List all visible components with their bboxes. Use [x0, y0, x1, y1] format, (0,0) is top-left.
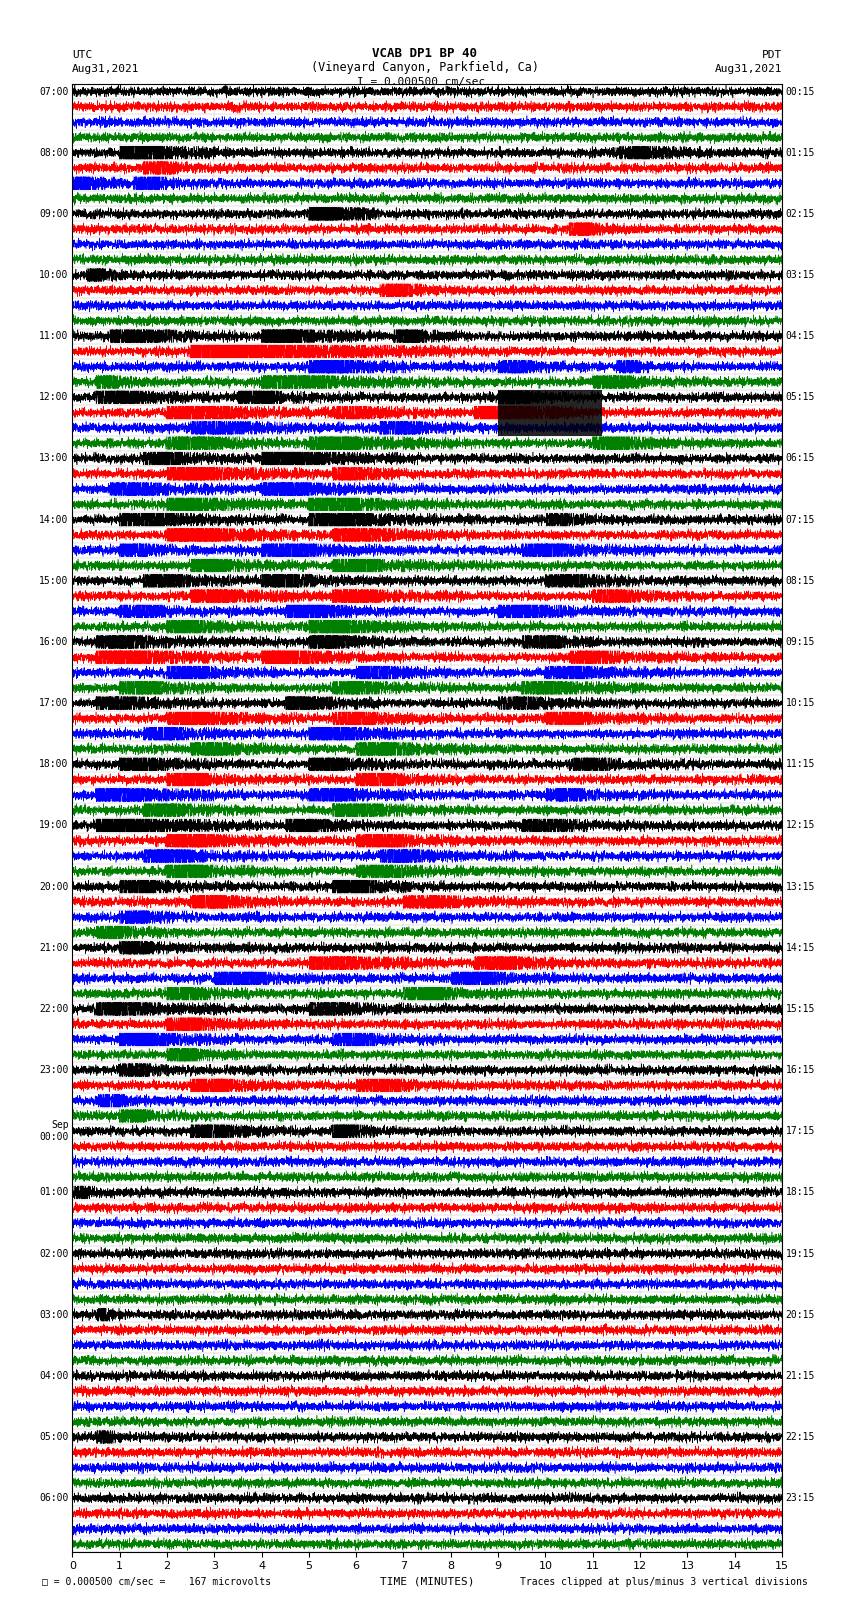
- Text: 17:00: 17:00: [39, 698, 69, 708]
- Text: PDT: PDT: [762, 50, 782, 60]
- Text: 22:15: 22:15: [785, 1432, 815, 1442]
- Text: 21:00: 21:00: [39, 942, 69, 953]
- Text: 00:15: 00:15: [785, 87, 815, 97]
- Text: 19:15: 19:15: [785, 1248, 815, 1258]
- Text: 21:15: 21:15: [785, 1371, 815, 1381]
- Text: Sep
00:00: Sep 00:00: [39, 1121, 69, 1142]
- Text: 13:15: 13:15: [785, 882, 815, 892]
- Text: 22:00: 22:00: [39, 1003, 69, 1015]
- Text: 03:15: 03:15: [785, 269, 815, 281]
- Text: Aug31,2021: Aug31,2021: [72, 65, 139, 74]
- Text: 17:15: 17:15: [785, 1126, 815, 1136]
- Text: 12:00: 12:00: [39, 392, 69, 402]
- Text: Aug31,2021: Aug31,2021: [715, 65, 782, 74]
- Text: 02:15: 02:15: [785, 208, 815, 219]
- Text: 06:00: 06:00: [39, 1494, 69, 1503]
- Text: 09:00: 09:00: [39, 208, 69, 219]
- Text: (Vineyard Canyon, Parkfield, Ca): (Vineyard Canyon, Parkfield, Ca): [311, 61, 539, 74]
- X-axis label: TIME (MINUTES): TIME (MINUTES): [380, 1578, 474, 1587]
- Text: 01:00: 01:00: [39, 1187, 69, 1197]
- Text: 05:15: 05:15: [785, 392, 815, 402]
- Text: 07:00: 07:00: [39, 87, 69, 97]
- Bar: [498, 390, 602, 436]
- Text: 05:00: 05:00: [39, 1432, 69, 1442]
- Text: 23:15: 23:15: [785, 1494, 815, 1503]
- Text: 15:15: 15:15: [785, 1003, 815, 1015]
- Text: 08:00: 08:00: [39, 148, 69, 158]
- Text: 18:00: 18:00: [39, 760, 69, 769]
- Text: 10:15: 10:15: [785, 698, 815, 708]
- Text: 14:00: 14:00: [39, 515, 69, 524]
- Text: 16:15: 16:15: [785, 1065, 815, 1076]
- Text: 03:00: 03:00: [39, 1310, 69, 1319]
- Text: 15:00: 15:00: [39, 576, 69, 586]
- Text: VCAB DP1 BP 40: VCAB DP1 BP 40: [372, 47, 478, 60]
- Text: 04:00: 04:00: [39, 1371, 69, 1381]
- Text: 13:00: 13:00: [39, 453, 69, 463]
- Text: 23:00: 23:00: [39, 1065, 69, 1076]
- Text: Traces clipped at plus/minus 3 vertical divisions: Traces clipped at plus/minus 3 vertical …: [519, 1578, 808, 1587]
- Text: 11:00: 11:00: [39, 331, 69, 342]
- Text: 02:00: 02:00: [39, 1248, 69, 1258]
- Text: □ = 0.000500 cm/sec =    167 microvolts: □ = 0.000500 cm/sec = 167 microvolts: [42, 1578, 272, 1587]
- Text: 18:15: 18:15: [785, 1187, 815, 1197]
- Text: 19:00: 19:00: [39, 821, 69, 831]
- Text: 11:15: 11:15: [785, 760, 815, 769]
- Text: UTC: UTC: [72, 50, 93, 60]
- Text: 10:00: 10:00: [39, 269, 69, 281]
- Text: 01:15: 01:15: [785, 148, 815, 158]
- Text: 12:15: 12:15: [785, 821, 815, 831]
- Text: 08:15: 08:15: [785, 576, 815, 586]
- Text: I = 0.000500 cm/sec: I = 0.000500 cm/sec: [357, 77, 485, 87]
- Text: 20:00: 20:00: [39, 882, 69, 892]
- Text: 06:15: 06:15: [785, 453, 815, 463]
- Text: 07:15: 07:15: [785, 515, 815, 524]
- Text: 04:15: 04:15: [785, 331, 815, 342]
- Text: 14:15: 14:15: [785, 942, 815, 953]
- Text: 09:15: 09:15: [785, 637, 815, 647]
- Text: 16:00: 16:00: [39, 637, 69, 647]
- Text: 20:15: 20:15: [785, 1310, 815, 1319]
